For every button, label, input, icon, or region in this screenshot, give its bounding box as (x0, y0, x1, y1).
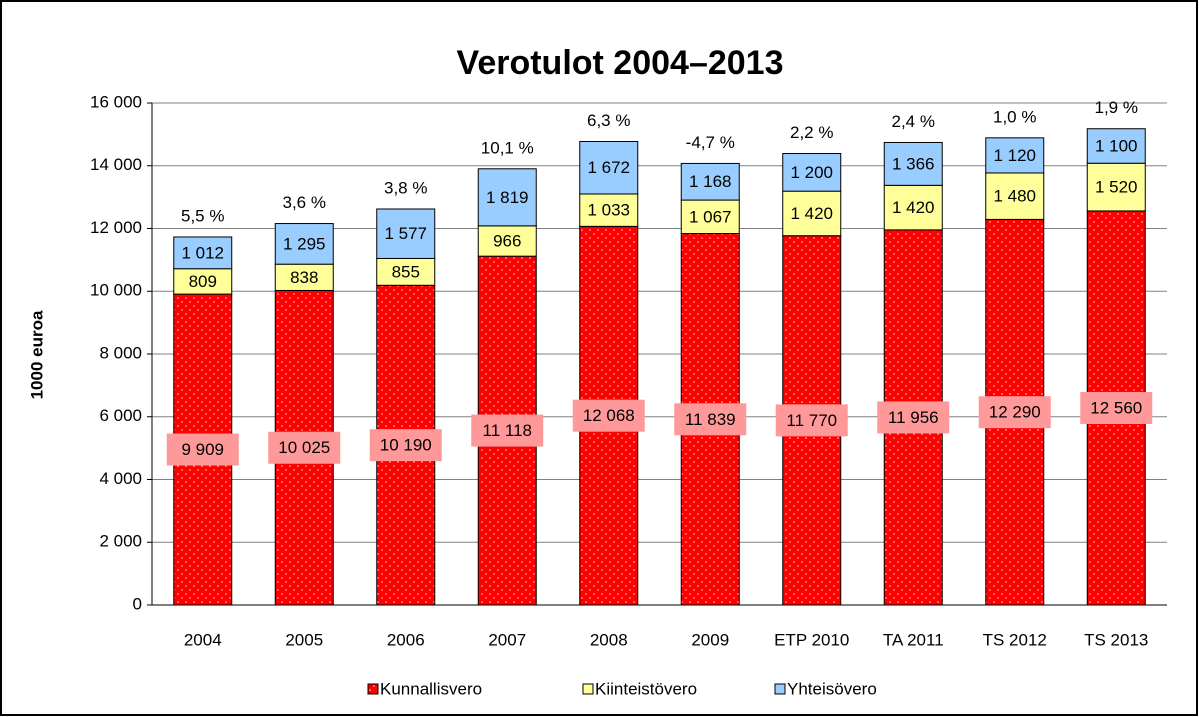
bar-segment (883, 141, 943, 186)
x-tick-label: 2005 (285, 630, 323, 649)
growth-label: 10,1 % (481, 138, 534, 157)
y-tick-label: 14 000 (90, 155, 142, 174)
y-tick-label: 8 000 (99, 343, 142, 362)
y-tick-label: 16 000 (90, 92, 142, 111)
y-tick-label: 6 000 (99, 406, 142, 425)
data-label: 1 819 (486, 188, 529, 207)
legend-label: Kiinteistövero (595, 679, 697, 698)
data-label: 12 068 (583, 406, 635, 425)
data-label: 1 520 (1095, 178, 1138, 197)
y-tick-label: 12 000 (90, 218, 142, 237)
label-box (978, 396, 1051, 429)
label-box (877, 401, 950, 434)
bar-segment (173, 268, 233, 295)
y-axis-title: 1000 euroa (27, 310, 46, 399)
x-tick-label: 2008 (590, 630, 628, 649)
data-label: 1 100 (1095, 136, 1138, 155)
x-tick-label: ETP 2010 (774, 630, 849, 649)
data-label: 1 480 (993, 187, 1036, 206)
data-label: 1 295 (283, 234, 326, 253)
growth-label: 5,5 % (181, 206, 224, 225)
data-label: 1 420 (790, 204, 833, 223)
y-tick-label: 2 000 (99, 532, 142, 551)
growth-label: 1,0 % (993, 107, 1036, 126)
data-label: 1 672 (587, 158, 630, 177)
bar-segment (883, 184, 943, 231)
data-label: 809 (189, 272, 217, 291)
growth-label: 2,4 % (892, 112, 935, 131)
growth-label: 2,2 % (790, 123, 833, 142)
bar-segment (376, 257, 436, 286)
bar-segment (274, 263, 334, 291)
data-label: 11 956 (888, 408, 939, 427)
bar-segment (1086, 128, 1146, 164)
bar-segment (680, 162, 740, 201)
y-tick-label: 4 000 (99, 469, 142, 488)
bar-segment (579, 193, 639, 227)
x-tick-label: 2009 (691, 630, 729, 649)
y-tick-label: 0 (133, 594, 142, 613)
bar-segment (985, 172, 1045, 220)
bar-segment (579, 140, 639, 195)
growth-label: 3,8 % (384, 178, 427, 197)
label-box (1080, 391, 1153, 424)
data-label: 12 560 (1090, 398, 1142, 417)
data-label: 1 366 (892, 154, 935, 173)
legend-swatch (582, 683, 594, 695)
x-tick-label: 2004 (184, 630, 222, 649)
data-label: 1 120 (993, 146, 1036, 165)
bar-segment (985, 137, 1045, 174)
y-tick-label: 10 000 (90, 281, 142, 300)
bar-segment (782, 153, 842, 192)
data-label: 838 (290, 268, 318, 287)
data-label: 1 012 (181, 243, 224, 262)
x-tick-label: 2007 (488, 630, 526, 649)
x-tick-label: TA 2011 (883, 630, 944, 649)
data-label: 1 067 (689, 207, 732, 226)
bar-segment (477, 168, 537, 227)
x-tick-label: TS 2013 (1084, 630, 1148, 649)
data-label: 9 909 (181, 440, 224, 459)
data-label: 1 577 (384, 224, 427, 243)
data-label: 11 839 (685, 410, 736, 429)
label-box (166, 433, 239, 466)
data-label: 11 770 (786, 411, 837, 430)
bar-segment (680, 199, 740, 235)
growth-label: 1,9 % (1095, 98, 1138, 117)
bar-segment (1086, 162, 1146, 212)
bar-segment (274, 223, 334, 265)
data-label: 1 168 (689, 172, 732, 191)
data-label: 1 033 (587, 201, 630, 220)
data-label: 1 200 (790, 163, 833, 182)
bar-segment (173, 236, 233, 270)
x-tick-label: TS 2012 (983, 630, 1047, 649)
label-box (268, 431, 341, 464)
legend-swatch (367, 683, 379, 695)
data-label: 966 (493, 232, 521, 251)
legend-label: Kunnallisvero (380, 679, 482, 698)
growth-label: 3,6 % (283, 193, 326, 212)
label-box (572, 399, 645, 432)
legend-swatch (774, 683, 786, 695)
legend-label: Yhteisövero (787, 679, 877, 698)
data-label: 12 290 (989, 403, 1041, 422)
data-label: 10 025 (278, 438, 330, 457)
x-tick-label: 2006 (387, 630, 425, 649)
bar-segment (376, 208, 436, 259)
data-label: 11 118 (483, 421, 532, 440)
label-box (775, 404, 848, 437)
label-box (674, 403, 747, 436)
growth-label: -4,7 % (686, 133, 735, 152)
label-box (369, 429, 442, 462)
data-label: 855 (392, 262, 420, 281)
chart-title: Verotulot 2004–2013 (457, 44, 784, 82)
data-label: 10 190 (380, 436, 432, 455)
label-box (471, 414, 544, 447)
data-label: 1 420 (892, 198, 935, 217)
growth-label: 6,3 % (587, 111, 630, 130)
